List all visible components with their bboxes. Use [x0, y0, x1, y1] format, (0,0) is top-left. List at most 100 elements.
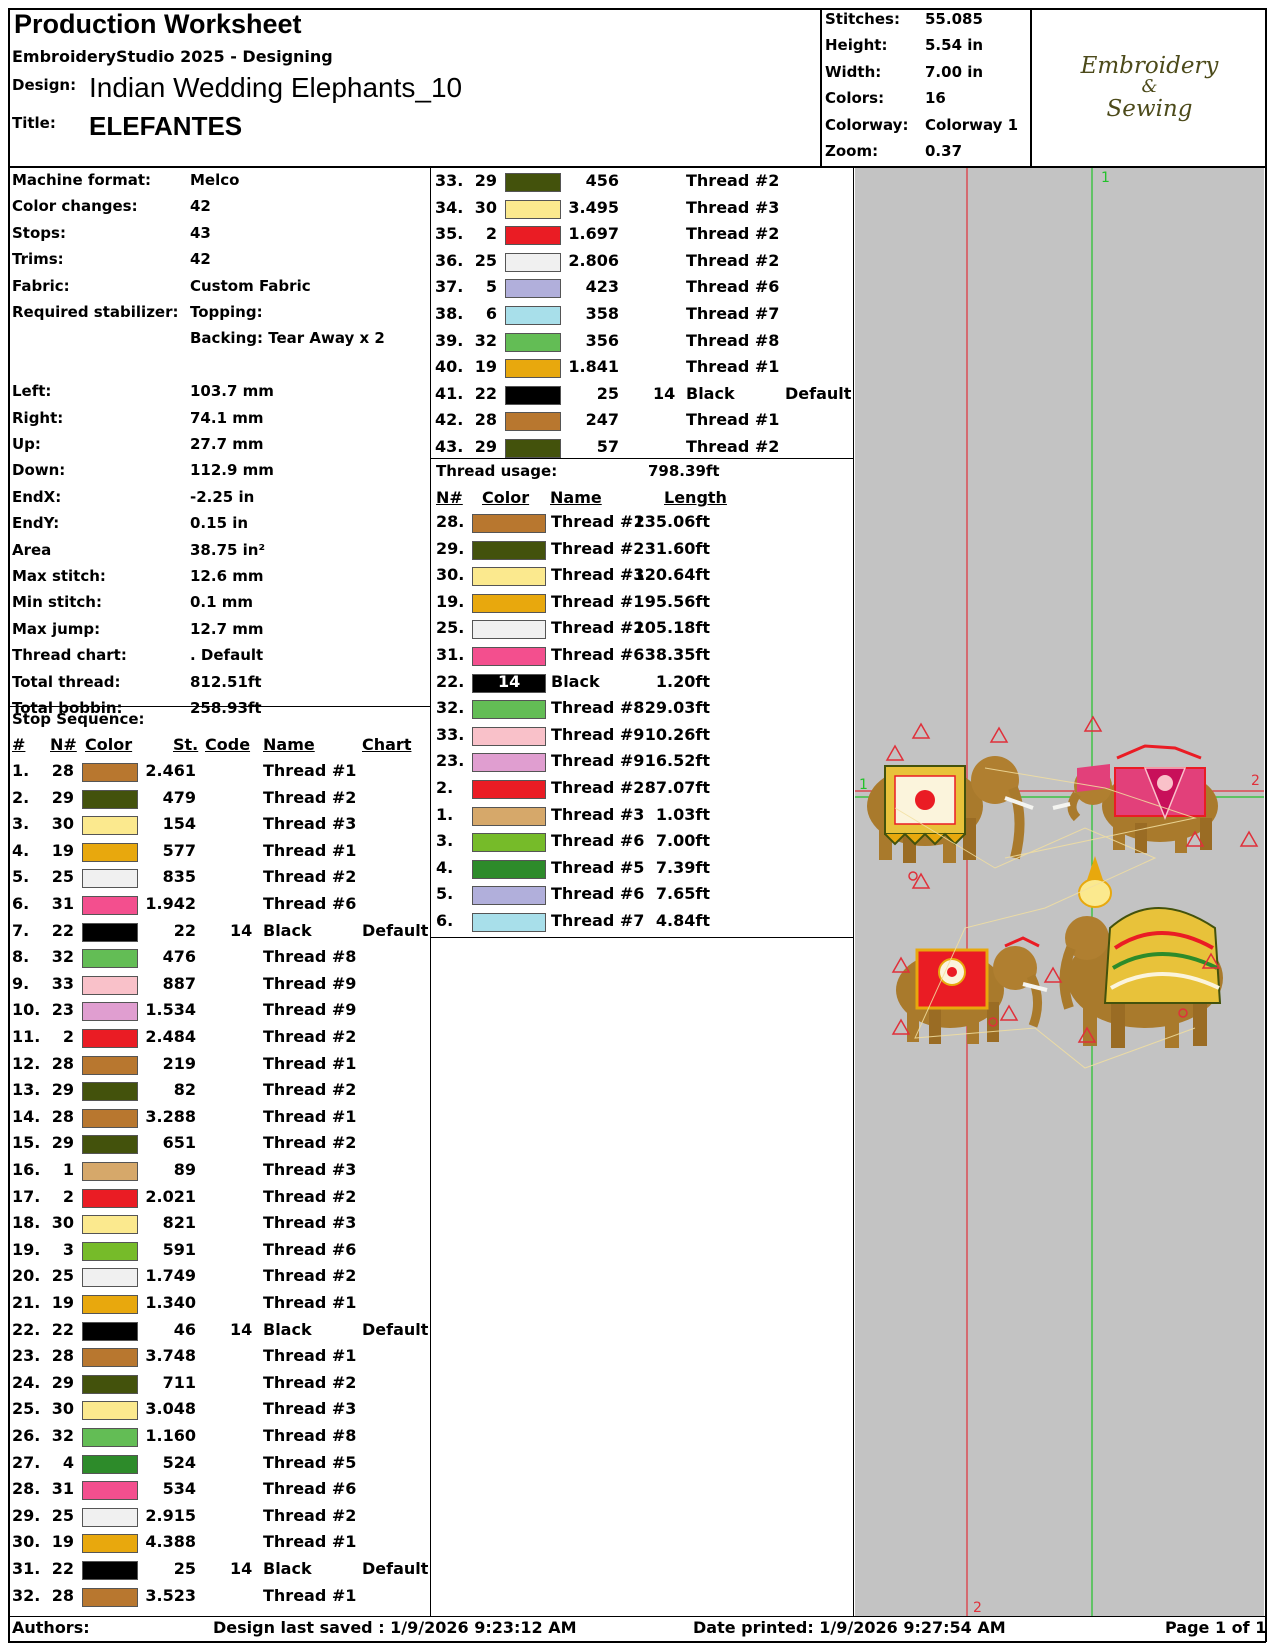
color-swatch [82, 1002, 138, 1022]
color-swatch [472, 540, 546, 560]
color-swatch [82, 1162, 138, 1181]
stop-stitch-count: 651 [162, 1133, 196, 1153]
machine-info-value: 42 [190, 250, 211, 269]
machine-info-row: Left: 103.7 mm [12, 382, 427, 408]
stop-thread-name: Thread #3 [263, 1213, 357, 1233]
stop-stitch-count: 835 [162, 867, 196, 887]
machine-info-row: Trims: 42 [12, 250, 427, 276]
stop-code: 14 [230, 1559, 253, 1578]
machine-info-value: 0.15 in [190, 514, 249, 533]
stop-thread-name: Thread #6 [263, 1239, 357, 1259]
stop-number: 35. [435, 224, 464, 244]
column-divider-1 [430, 168, 431, 1616]
machine-info-label: Total thread: [12, 672, 121, 691]
color-swatch [82, 1268, 138, 1288]
footer-last-saved: Design last saved : 1/9/2026 9:23:12 AM [213, 1618, 577, 1637]
stop-sequence-row: 14. 28 3.288 Thread #1 [12, 1107, 432, 1134]
stop-needle: 25 [474, 250, 497, 270]
color-swatch [472, 780, 546, 799]
stop-number: 28. [12, 1479, 41, 1499]
usage-length: 31.60ft [644, 538, 710, 558]
usage-length: 29.03ft [644, 698, 710, 718]
stop-thread-name: Black [686, 383, 735, 403]
stop-stitch-count: 821 [162, 1213, 196, 1233]
stats-divider-left [820, 8, 822, 168]
stop-thread-name: Black [263, 1559, 312, 1578]
stop-number: 10. [12, 1000, 41, 1020]
stop-thread-name: Thread #6 [263, 894, 357, 913]
footer-authors: Authors: [12, 1618, 90, 1637]
color-swatch [472, 593, 546, 613]
machine-info-row: Up: 27.7 mm [12, 435, 427, 461]
stop-thread-name: Thread #6 [263, 1479, 357, 1499]
usage-length: 7.39ft [655, 857, 710, 877]
usage-length: 4.84ft [655, 911, 710, 930]
elephant-artwork-2 [1052, 744, 1218, 853]
stop-sequence-row: 6. 31 1.942 Thread #6 [12, 894, 432, 921]
stop-sequence-row: 17. 2 2.021 Thread #2 [12, 1187, 432, 1214]
stop-number: 42. [435, 410, 464, 430]
stop-needle: 28 [51, 1585, 74, 1605]
color-swatch [472, 673, 546, 693]
machine-info-label: Stops: [12, 223, 66, 242]
stop-header-num: # [12, 735, 26, 754]
color-swatch [82, 975, 138, 995]
stat-value: 0.37 [925, 142, 963, 160]
color-swatch [82, 1029, 138, 1048]
stop-thread-name: Thread #5 [263, 1452, 357, 1472]
stop-number: 7. [12, 920, 30, 940]
stop-thread-name: Thread #2 [263, 1266, 357, 1286]
stop-number: 13. [12, 1080, 41, 1100]
usage-thread-name: Black [551, 671, 600, 691]
color-swatch [82, 1215, 138, 1235]
stop-stitch-count: 82 [173, 1080, 196, 1100]
stop-code: 14 [230, 920, 253, 940]
stop-needle: 30 [51, 1213, 74, 1233]
stop-sequence-row: 13. 29 82 Thread #2 [12, 1080, 432, 1107]
usage-needle: 30. [436, 565, 465, 585]
color-swatch [82, 1082, 138, 1102]
stop-number: 25. [12, 1399, 41, 1419]
machine-info-row: Area 38.75 in² [12, 541, 427, 567]
thread-usage-row: 4. Thread #5 7.39ft [436, 858, 716, 885]
stop-thread-name: Thread #2 [263, 1372, 357, 1392]
stop-stitch-count: 591 [162, 1239, 196, 1259]
machine-info-value: 27.7 mm [190, 435, 264, 453]
stop-thread-name: Thread #1 [263, 1585, 357, 1605]
stop-code: 14 [230, 1319, 253, 1339]
stop-number: 3. [12, 814, 30, 834]
usage-header-color: Color [482, 488, 530, 507]
stop-thread-name: Thread #1 [263, 1053, 357, 1073]
stop-thread-name: Thread #7 [686, 304, 780, 323]
thread-usage-row: 28. Thread #1 235.06ft [436, 512, 716, 539]
machine-info-value: 74.1 mm [190, 408, 264, 427]
usage-needle: 31. [436, 645, 465, 664]
stop-sequence-row: 35. 2 1.697 Thread #2 [435, 224, 855, 251]
stop-needle: 19 [51, 840, 74, 860]
thread-usage-row: 2. Thread #2 87.07ft [436, 778, 716, 805]
stop-sequence-row: 2. 29 479 Thread #2 [12, 788, 432, 815]
usage-needle: 22. [436, 671, 465, 691]
stop-needle: 31 [51, 1479, 74, 1499]
usage-needle: 4. [436, 857, 454, 877]
machine-info-label: EndY: [12, 514, 60, 533]
thread-usage-top-divider [431, 458, 854, 459]
stop-number: 2. [12, 787, 30, 807]
stop-thread-name: Thread #8 [263, 1426, 357, 1445]
stop-number: 18. [12, 1213, 41, 1233]
stop-stitch-count: 2.484 [145, 1027, 196, 1046]
stop-sequence-row: 10. 23 1.534 Thread #9 [12, 1000, 432, 1027]
color-swatch [472, 514, 546, 533]
logo-line-2: & [1141, 76, 1158, 98]
color-swatch [82, 1481, 138, 1501]
thread-usage-row: 25. Thread #2 105.18ft [436, 618, 716, 645]
usage-thread-name: Thread #8 [551, 698, 645, 718]
color-swatch [82, 1507, 138, 1527]
usage-length: 105.18ft [633, 618, 710, 638]
header-divider [8, 166, 1266, 168]
stop-header-chart: Chart [362, 735, 412, 754]
stop-sequence-row: 37. 5 423 Thread #6 [435, 277, 855, 304]
stat-label: Height: [825, 36, 888, 55]
stop-thread-name: Thread #1 [263, 840, 357, 860]
axis-label-bottom: 2 [973, 1600, 982, 1616]
